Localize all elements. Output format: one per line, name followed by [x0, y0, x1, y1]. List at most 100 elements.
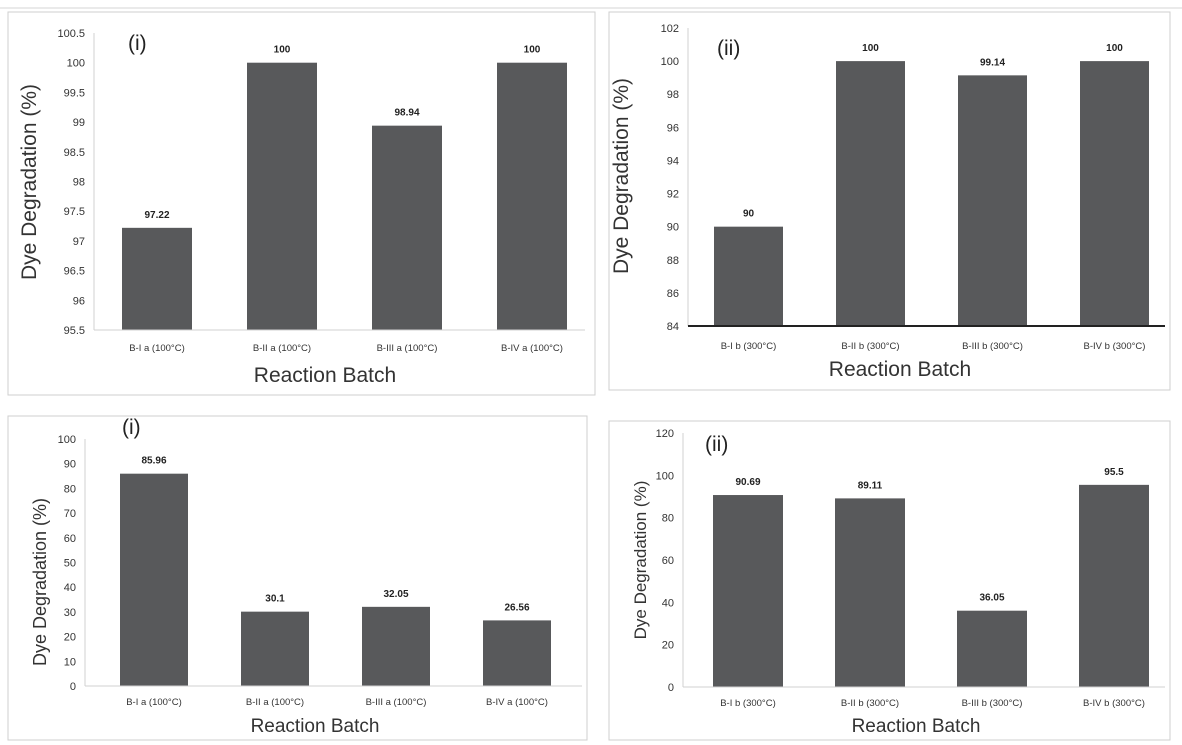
x-category-label: B-II b (300°C) [841, 698, 899, 709]
y-tick-label: 96 [667, 122, 679, 134]
y-tick-label: 80 [662, 513, 674, 525]
y-tick-label: 60 [662, 555, 674, 567]
y-tick-label: 90 [64, 459, 76, 471]
y-tick-label: 96 [73, 295, 85, 307]
data-label: 85.96 [141, 456, 166, 467]
chart-panel-2: 84 86 88 90 92 94 96 98 100 102 90 B-I b (300°C) 100… [608, 11, 1171, 391]
data-label: 100 [862, 43, 879, 54]
y-tick-label: 120 [656, 428, 674, 440]
y-tick-label: 100 [58, 434, 76, 446]
bar [497, 62, 567, 330]
panel-label: (i) [128, 32, 147, 55]
y-tick-label: 40 [64, 582, 76, 594]
charts-group: 95.59696.59797.59898.59999.5100100.597.2… [7, 11, 1171, 741]
data-label: 26.56 [504, 602, 529, 613]
y-tick-label: 30 [64, 607, 76, 619]
y-tick-label: 94 [667, 155, 679, 167]
y-tick-label: 99.5 [64, 87, 85, 99]
bar [483, 620, 551, 686]
panel-label: (i) [122, 416, 141, 439]
bar [120, 473, 188, 686]
y-tick-label: 100 [67, 58, 85, 70]
data-label: 97.22 [144, 210, 169, 221]
bar [372, 125, 442, 330]
data-label: 98.94 [394, 108, 419, 119]
y-tick-label: 100 [656, 470, 674, 482]
y-tick-label: 84 [667, 321, 679, 333]
x-category-label: B-III b (300°C) [962, 341, 1023, 352]
y-tick-label: 90 [667, 222, 679, 234]
y-tick-label: 50 [64, 558, 76, 570]
y-tick-label: 40 [662, 597, 674, 609]
y-tick-label: 98 [667, 89, 679, 101]
panel-frame [7, 415, 588, 741]
x-category-label: B-III a (100°C) [377, 343, 438, 354]
data-label: 32.05 [383, 589, 408, 600]
data-label: 90 [743, 209, 755, 220]
chart-panel-3: 0 10 20 30 40 50 60 70 80 90 100 85.96 B-I a (100°C)… [7, 415, 588, 741]
x-category-label: B-IV a (100°C) [486, 697, 548, 708]
x-category-label: B-III a (100°C) [366, 697, 427, 708]
x-category-label: B-I a (100°C) [126, 697, 182, 708]
data-label: 89.11 [858, 480, 883, 491]
data-label: 100 [274, 45, 291, 56]
y-tick-label: 70 [64, 508, 76, 520]
bar [835, 498, 905, 687]
y-tick-label: 99 [73, 117, 85, 129]
y-tick-label: 80 [64, 483, 76, 495]
bar [836, 61, 905, 326]
y-tick-label: 92 [667, 189, 679, 201]
y-tick-label: 97.5 [64, 206, 85, 218]
x-category-label: B-IV a (100°C) [501, 343, 563, 354]
data-label: 95.5 [1104, 467, 1124, 478]
chart-panel-1: 95.5 96 96.5 97 97.5 98 98.5 99 99.5 100 100.5 97.2… [7, 11, 596, 396]
data-label: 36.05 [979, 593, 1004, 604]
x-axis-title: Reaction Batch [852, 716, 981, 737]
y-tick-label: 98.5 [64, 147, 85, 159]
y-tick-label: 0 [668, 682, 674, 694]
bar [247, 62, 317, 330]
y-tick-label: 0 [70, 681, 76, 693]
bar [241, 611, 309, 686]
bar [957, 610, 1027, 687]
bar [1080, 61, 1149, 326]
panel-label: (ii) [705, 433, 728, 456]
x-axis-title: Reaction Batch [829, 358, 971, 381]
chart-panel-4: 0 20 40 60 80 100 120 90.69 B-I b (300°C) 89.11 B-… [608, 420, 1171, 741]
x-axis-title: Reaction Batch [254, 364, 396, 387]
y-axis-title: Dye Degradation (%) [30, 498, 50, 666]
y-tick-label: 88 [667, 255, 679, 267]
y-tick-label: 86 [667, 288, 679, 300]
y-tick-label: 102 [661, 23, 679, 35]
bar [958, 75, 1027, 326]
y-tick-label: 20 [662, 640, 674, 652]
x-category-label: B-II a (100°C) [253, 343, 311, 354]
x-category-label: B-I b (300°C) [720, 698, 776, 709]
x-category-label: B-II a (100°C) [246, 697, 304, 708]
y-tick-label: 98 [73, 177, 85, 189]
x-category-label: B-IV b (300°C) [1083, 698, 1145, 709]
data-label: 100 [1106, 43, 1123, 54]
x-category-label: B-III b (300°C) [962, 698, 1023, 709]
y-axis-title: Dye Degradation (%) [18, 84, 41, 280]
data-label: 99.14 [980, 57, 1005, 68]
bar [714, 226, 783, 326]
y-axis-title: Dye Degradation (%) [610, 78, 633, 274]
y-tick-label: 60 [64, 533, 76, 545]
panel-label: (ii) [717, 37, 740, 60]
y-tick-label: 96.5 [64, 266, 85, 278]
x-category-label: B-II b (300°C) [841, 341, 899, 352]
data-label: 30.1 [265, 594, 285, 605]
y-tick-label: 10 [64, 656, 76, 668]
bar [713, 495, 783, 687]
bar [1079, 484, 1149, 687]
x-category-label: B-I a (100°C) [129, 343, 185, 354]
y-tick-label: 100.5 [57, 28, 85, 40]
data-label: 90.69 [735, 477, 760, 488]
x-category-label: B-IV b (300°C) [1084, 341, 1146, 352]
x-axis-title: Reaction Batch [251, 716, 380, 737]
bar [122, 227, 192, 330]
y-tick-label: 100 [661, 56, 679, 68]
data-label: 100 [524, 45, 541, 56]
